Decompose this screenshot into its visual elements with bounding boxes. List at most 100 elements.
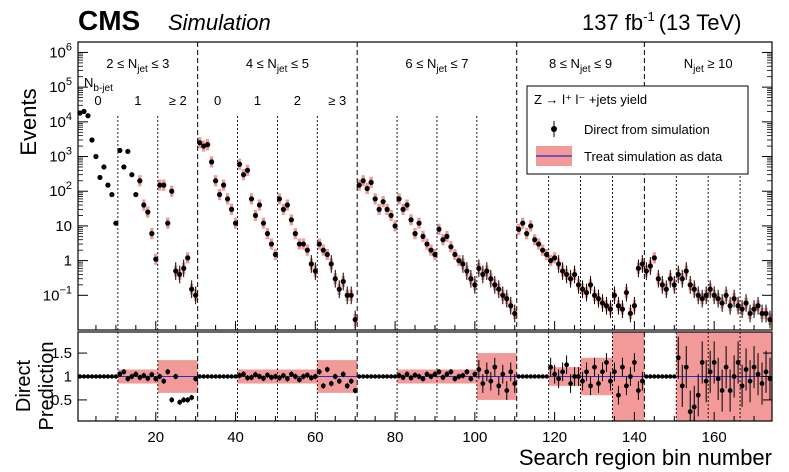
ratio-point — [440, 375, 446, 380]
x-tick-label: 120 — [542, 429, 567, 446]
direct-point — [635, 265, 641, 271]
ratio-point — [727, 388, 733, 393]
ratio-point — [121, 369, 127, 375]
ratio-point-unity — [213, 374, 218, 379]
direct-point — [332, 276, 338, 282]
y-tick-label: 106 — [49, 41, 72, 61]
ratio-point — [767, 376, 773, 382]
y-tick-exponent: 6 — [66, 41, 72, 53]
y-tick-exponent: 4 — [66, 111, 72, 123]
direct-point — [731, 296, 737, 302]
ratio-point-unity — [225, 374, 230, 379]
njet-region-tail: ≤ 5 — [287, 56, 309, 71]
ratio-point — [328, 381, 334, 386]
ratio-point — [588, 383, 593, 389]
top-frame — [77, 41, 773, 331]
ratio-point-unity — [233, 374, 238, 379]
ratio-point — [332, 374, 338, 379]
ratio-point-unity — [109, 374, 115, 379]
direct-point — [356, 182, 362, 188]
ratio-point — [695, 392, 701, 398]
y-tick-exponent: −1 — [59, 284, 72, 296]
direct-point — [248, 196, 255, 202]
direct-point — [81, 108, 87, 114]
ratio-point — [484, 369, 490, 375]
y-tick-base: 10 — [55, 218, 72, 235]
direct-point — [328, 261, 334, 267]
direct-point — [284, 202, 290, 208]
ratio-point — [600, 369, 605, 375]
ratio-point — [193, 376, 199, 382]
simulation-label: Simulation — [168, 10, 271, 35]
direct-point — [404, 202, 410, 208]
cms-label: CMS — [78, 5, 140, 36]
direct-point — [368, 179, 374, 185]
direct-point — [169, 188, 175, 194]
direct-point — [185, 255, 191, 261]
y-tick-label: 103 — [49, 146, 72, 166]
ratio-point — [404, 371, 410, 377]
ratio-point — [743, 367, 749, 372]
direct-point — [364, 185, 370, 192]
ratio-point — [308, 375, 314, 381]
direct-point — [424, 241, 430, 247]
njet-region-text: 8 ≤ N — [549, 56, 580, 71]
x-tick-label: 100 — [462, 429, 487, 446]
direct-point — [544, 251, 550, 258]
direct-point — [595, 296, 602, 302]
direct-point — [767, 316, 773, 323]
direct-point — [189, 286, 195, 292]
ratio-point — [755, 371, 761, 377]
njet-region-text: 4 ≤ N — [246, 56, 277, 71]
direct-point — [528, 223, 534, 229]
direct-point — [444, 233, 450, 239]
ratio-point — [683, 364, 689, 370]
direct-point — [703, 292, 709, 298]
legend: Z → l⁺ l⁻ +jets yield Direct from simula… — [526, 85, 749, 175]
direct-point — [755, 303, 761, 309]
direct-point — [109, 191, 115, 198]
ratio-point — [117, 371, 123, 377]
x-tick-label: 40 — [227, 429, 244, 446]
ratio-point — [420, 376, 426, 382]
ratio-point — [432, 371, 438, 377]
direct-point — [500, 292, 506, 298]
direct-point — [260, 220, 267, 226]
direct-point — [711, 292, 717, 298]
ratio-point — [396, 373, 402, 378]
direct-point — [312, 268, 318, 274]
direct-point — [695, 292, 701, 298]
ratio-point — [277, 375, 282, 381]
ratio-point-unity — [528, 374, 533, 379]
direct-point — [723, 292, 729, 298]
ratio-point — [273, 374, 278, 379]
ratio-point — [616, 392, 621, 398]
ratio-point — [324, 367, 330, 372]
y-tick-base: 10 — [49, 44, 66, 61]
lumi-label: 137 fb-1 (13 TeV) — [582, 9, 741, 35]
ratio-point — [149, 372, 155, 378]
direct-point — [663, 286, 669, 292]
ratio-point — [300, 374, 306, 379]
ratio-point-unity — [544, 374, 549, 379]
ratio-point — [141, 373, 147, 378]
ratio-point — [169, 397, 175, 403]
ratio-point — [412, 372, 418, 378]
direct-point — [472, 282, 478, 288]
direct-point — [388, 212, 394, 219]
direct-point — [627, 310, 634, 317]
ratio-point — [464, 369, 470, 375]
ratio-point — [604, 360, 609, 365]
x-tick-label: 160 — [702, 429, 727, 446]
direct-point — [161, 182, 167, 188]
y-tick-exponent: 3 — [66, 146, 72, 158]
direct-point — [679, 276, 685, 282]
ratio-point-unity — [105, 374, 111, 379]
direct-point — [288, 217, 294, 223]
ratio-point — [181, 397, 187, 403]
ratio-point — [635, 388, 641, 393]
direct-point — [141, 202, 147, 208]
ratio-point — [675, 355, 681, 361]
direct-point — [759, 310, 765, 317]
ratio-point — [691, 404, 697, 410]
